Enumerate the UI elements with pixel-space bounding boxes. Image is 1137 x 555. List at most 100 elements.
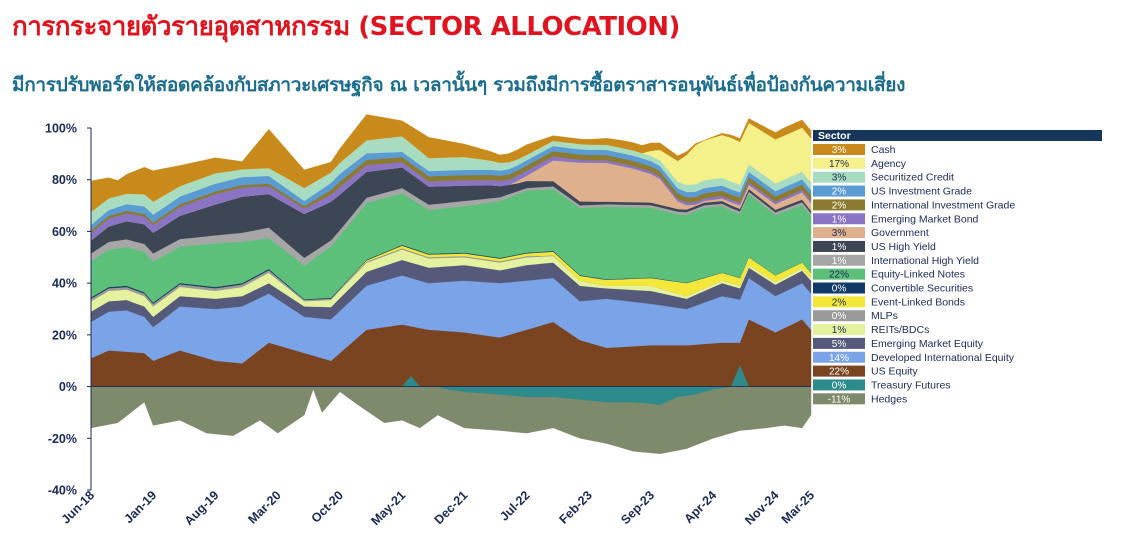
- x-tick-label: May-21: [368, 488, 408, 528]
- legend-label: REITs/BDCs: [871, 324, 929, 336]
- legend-swatch: [813, 157, 865, 169]
- legend-label: Hedges: [871, 393, 907, 405]
- sector-allocation-chart: 100%80%60%40%20%0%-20%-40%Jun-18 Jan-19 Au…: [45, 114, 1102, 528]
- legend-label: International High Yield: [871, 255, 979, 267]
- legend-value: 1%: [832, 325, 847, 336]
- legend-value: 1%: [832, 256, 847, 267]
- area-hedges: [90, 386, 812, 455]
- page-subtitle: มีการปรับพอร์ตให้สอดคล้องกับสภาวะเศรษฐกิ…: [12, 74, 906, 96]
- y-tick-label: 40%: [52, 277, 77, 291]
- legend: Sector 3% Cash 17% Agency 3% Securitized Credi…: [813, 130, 1102, 405]
- legend-value: 0%: [832, 380, 847, 391]
- x-tick-label: Jul-22: [497, 488, 532, 523]
- legend-swatch: [813, 393, 865, 405]
- legend-label: Government: [871, 227, 929, 239]
- legend-value: 0%: [832, 284, 847, 295]
- legend-swatch: [813, 227, 865, 239]
- y-tick-label: -40%: [48, 484, 77, 498]
- legend-swatch: [813, 199, 865, 211]
- legend-label: US Investment Grade: [871, 186, 972, 198]
- legend-value: 1%: [832, 242, 847, 253]
- legend-swatch: [813, 324, 865, 336]
- legend-item-international-investment-grade: 2% International Investment Grade: [813, 199, 1015, 211]
- x-tick-label: Apr-24: [681, 488, 719, 526]
- legend-header: [813, 130, 1102, 141]
- legend-swatch: [813, 337, 865, 349]
- legend-label: MLPs: [871, 310, 898, 322]
- legend-item-event-linked-bonds: 2% Event-Linked Bonds: [813, 296, 965, 308]
- legend-item-developed-international-equity: 14% Developed International Equity: [813, 351, 1015, 364]
- legend-item-government: 3% Government: [813, 227, 929, 239]
- x-tick-label: Mar-20: [245, 488, 283, 526]
- legend-value: 3%: [832, 145, 847, 156]
- legend-value: 17%: [829, 159, 849, 170]
- x-tick-label: Jan-19: [121, 488, 159, 526]
- legend-label: US Equity: [871, 366, 918, 378]
- legend-value: 22%: [829, 270, 849, 281]
- x-tick-label: Mar-25: [779, 488, 817, 526]
- legend-item-treasury-futures: 0% Treasury Futures: [813, 379, 951, 391]
- x-tick-label: Feb-23: [557, 488, 595, 526]
- legend-item-agency: 17% Agency: [813, 157, 907, 170]
- y-tick-label: 0%: [59, 380, 77, 394]
- legend-label: Agency: [871, 158, 907, 170]
- legend-label: Emerging Market Bond: [871, 213, 979, 225]
- legend-value: 3%: [832, 173, 847, 184]
- legend-item-convertible-securities: 0% Convertible Securities: [813, 282, 973, 295]
- legend-item-us-investment-grade: 2% US Investment Grade: [813, 185, 972, 198]
- legend-swatch: [813, 185, 865, 197]
- legend-value: 1%: [832, 214, 847, 225]
- legend-swatch: [813, 296, 865, 308]
- page-title: การกระจายตัวรายอุตสาหกรรม (SECTOR ALLOCA…: [12, 12, 680, 42]
- legend-item-emerging-market-bond: 1% Emerging Market Bond: [813, 213, 979, 225]
- legend-swatch: [813, 365, 865, 377]
- legend-item-equity-linked-notes: 22% Equity-Linked Notes: [813, 268, 965, 281]
- y-tick-label: 80%: [52, 173, 77, 187]
- legend-item-securitized-credit: 3% Securitized Credit: [813, 171, 954, 184]
- legend-value: 5%: [832, 339, 847, 350]
- legend-item-us-equity: 22% US Equity: [813, 365, 918, 378]
- legend-item-us-high-yield: 1% US High Yield: [813, 240, 936, 253]
- legend-item-international-high-yield: 1% International High Yield: [813, 254, 979, 267]
- legend-swatch: [813, 282, 865, 294]
- y-tick-label: 20%: [52, 328, 77, 342]
- legend-value: 14%: [829, 353, 849, 364]
- legend-label: Event-Linked Bonds: [871, 296, 965, 308]
- legend-value: 2%: [832, 187, 847, 198]
- legend-label: Emerging Market Equity: [871, 338, 984, 350]
- area-cash: [90, 114, 812, 213]
- legend-swatch: [813, 310, 865, 322]
- legend-value: 2%: [832, 297, 847, 308]
- legend-value: 22%: [829, 367, 849, 378]
- legend-item-hedges: -11% Hedges: [813, 393, 907, 405]
- legend-swatch: [813, 144, 865, 155]
- y-tick-label: 100%: [45, 122, 77, 136]
- legend-label: Convertible Securities: [871, 283, 973, 295]
- legend-label: Developed International Equity: [871, 352, 1015, 364]
- legend-swatch: [813, 171, 865, 183]
- legend-label: Securitized Credit: [871, 172, 954, 184]
- x-tick-label: Sep-23: [618, 488, 657, 527]
- legend-title: Sector: [818, 130, 851, 142]
- legend-swatch: [813, 254, 865, 266]
- x-tick-label: Aug-19: [182, 488, 222, 528]
- legend-value: 0%: [832, 311, 847, 322]
- legend-label: International Investment Grade: [871, 199, 1015, 211]
- legend-item-reits-bdcs: 1% REITs/BDCs: [813, 324, 929, 336]
- legend-label: Treasury Futures: [871, 379, 951, 391]
- legend-item-cash: 3% Cash: [813, 144, 896, 156]
- legend-swatch: [813, 213, 865, 225]
- legend-label: Equity-Linked Notes: [871, 269, 965, 281]
- plot-area: [90, 114, 812, 455]
- legend-item-emerging-market-equity: 5% Emerging Market Equity: [813, 337, 984, 350]
- x-tick-label: Dec-21: [432, 488, 471, 527]
- legend-value: 3%: [832, 228, 847, 239]
- y-tick-label: 60%: [52, 225, 77, 239]
- legend-label: US High Yield: [871, 241, 936, 253]
- legend-item-mlps: 0% MLPs: [813, 310, 898, 322]
- legend-swatch: [813, 240, 865, 252]
- legend-value: 2%: [832, 200, 847, 211]
- x-tick-label: Oct-20: [309, 488, 346, 525]
- legend-swatch: [813, 268, 865, 280]
- legend-value: -11%: [828, 394, 851, 405]
